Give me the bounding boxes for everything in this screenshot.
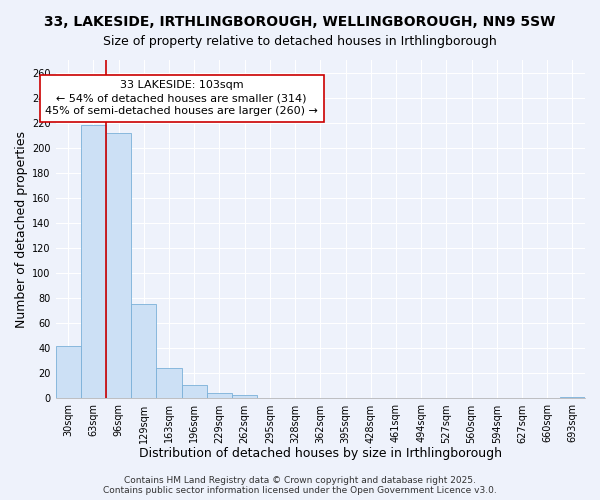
Text: Size of property relative to detached houses in Irthlingborough: Size of property relative to detached ho… <box>103 35 497 48</box>
X-axis label: Distribution of detached houses by size in Irthlingborough: Distribution of detached houses by size … <box>139 447 502 460</box>
Text: 33 LAKESIDE: 103sqm
← 54% of detached houses are smaller (314)
45% of semi-detac: 33 LAKESIDE: 103sqm ← 54% of detached ho… <box>45 80 318 116</box>
Bar <box>207 394 232 398</box>
Bar <box>81 125 106 398</box>
Bar <box>157 368 182 398</box>
Y-axis label: Number of detached properties: Number of detached properties <box>15 130 28 328</box>
Bar <box>131 304 157 398</box>
Bar <box>182 384 207 398</box>
Text: 33, LAKESIDE, IRTHLINGBOROUGH, WELLINGBOROUGH, NN9 5SW: 33, LAKESIDE, IRTHLINGBOROUGH, WELLINGBO… <box>44 15 556 29</box>
Bar <box>106 132 131 398</box>
Text: Contains HM Land Registry data © Crown copyright and database right 2025.
Contai: Contains HM Land Registry data © Crown c… <box>103 476 497 495</box>
Bar <box>232 394 257 398</box>
Bar <box>560 397 585 398</box>
Bar <box>56 346 81 399</box>
